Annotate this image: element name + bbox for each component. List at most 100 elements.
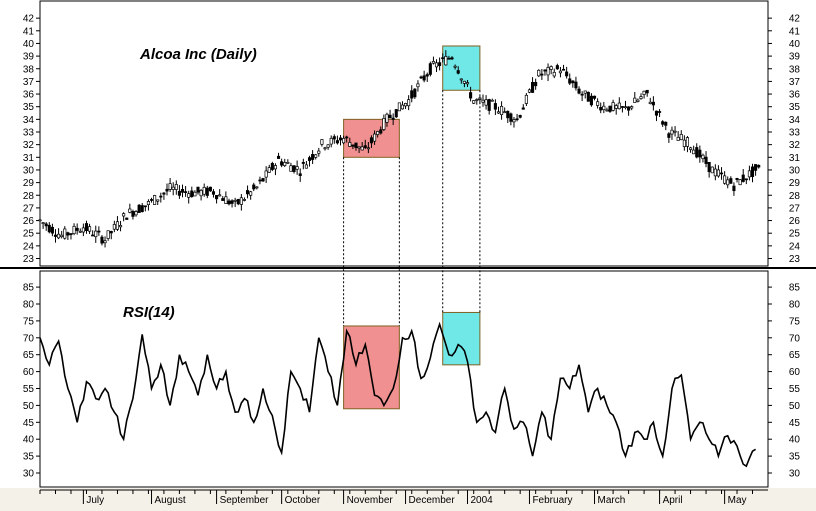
price-candle-body: [304, 164, 308, 169]
price-highlight-box-1: [343, 118, 400, 158]
price-candle-body: [205, 187, 209, 196]
price-candle-body: [503, 111, 507, 114]
price-candle-body: [400, 104, 405, 110]
rsi-right-tick-label: 85: [789, 283, 801, 294]
price-candle-body: [627, 106, 631, 111]
price-candle-body: [716, 169, 720, 177]
price-candle-body: [490, 99, 494, 102]
price-left-tick-label: 39: [23, 52, 35, 63]
price-candle-body: [428, 63, 432, 75]
price-title: Alcoa Inc (Daily): [139, 46, 257, 63]
price-candle-body: [630, 106, 634, 109]
rsi-plot-frame: [39, 270, 769, 488]
price-left-tick-label: 23: [23, 254, 35, 265]
price-candle-body: [165, 188, 169, 192]
price-right-tick-label: 28: [789, 191, 801, 202]
price-candle-body: [757, 164, 761, 168]
price-candle-body: [109, 230, 113, 234]
price-candle-body: [122, 213, 126, 217]
price-candle-body: [636, 99, 640, 102]
price-candle-body: [407, 99, 411, 107]
price-candle-body: [577, 88, 581, 94]
price-candle-body: [81, 227, 85, 233]
price-left-tick-label: 41: [23, 26, 35, 37]
price-left-tick-label: 42: [23, 14, 35, 25]
price-candle-body: [63, 228, 67, 239]
price-candle-body: [273, 165, 277, 170]
price-candle-body: [434, 62, 439, 68]
rsi-highlight-box-2: [442, 311, 481, 366]
rsi-left-tick-label: 60: [23, 367, 35, 378]
rsi-left-tick-label: 45: [23, 418, 35, 429]
price-candle-body: [320, 139, 324, 145]
price-candle-body: [125, 217, 129, 220]
price-candle-body: [698, 149, 702, 158]
price-candle-body: [602, 105, 606, 111]
price-candle-body: [729, 178, 733, 184]
rsi-left-tick-label: 55: [23, 384, 35, 395]
price-candle-body: [531, 81, 535, 93]
price-candle-body: [224, 196, 228, 205]
price-candle-body: [50, 226, 54, 234]
price-left-tick-label: 38: [23, 64, 35, 75]
price-candle-body: [487, 99, 491, 111]
price-candle-body: [707, 162, 711, 173]
price-candle-body: [242, 199, 247, 201]
price-candle-body: [561, 68, 566, 71]
price-candle-body: [568, 78, 572, 84]
price-left-tick-label: 26: [23, 216, 35, 227]
price-candle-body: [94, 230, 98, 238]
rsi-highlight-box-1: [343, 325, 400, 410]
price-candles: [38, 50, 761, 248]
price-candle-body: [264, 170, 268, 178]
price-candle-body: [134, 211, 138, 216]
price-candle-body: [661, 121, 665, 125]
price-candle-body: [47, 224, 51, 233]
price-candle-body: [292, 165, 296, 172]
price-left-tick-label: 24: [23, 241, 35, 252]
rsi-right-tick-label: 70: [789, 333, 801, 344]
price-candle-body: [565, 71, 569, 77]
price-right-tick-label: 38: [789, 64, 801, 75]
price-candle-body: [227, 200, 231, 205]
price-candle-body: [676, 136, 680, 141]
price-candle-body: [388, 114, 392, 119]
price-candle-body: [441, 57, 445, 60]
price-right-tick-label: 29: [789, 178, 801, 189]
price-candle-body: [679, 134, 683, 141]
price-candle-body: [620, 106, 624, 108]
price-candle-body: [140, 205, 144, 213]
price-candle-body: [97, 230, 101, 233]
price-candle-body: [230, 200, 234, 204]
price-candle-body: [100, 236, 104, 244]
price-candle-body: [425, 74, 429, 77]
price-candle-body: [521, 107, 525, 110]
price-candle-body: [156, 199, 160, 202]
rsi-right-tick-label: 30: [789, 469, 801, 480]
month-label: December: [409, 495, 456, 506]
price-right-tick-label: 37: [789, 77, 801, 88]
price-candle-body: [416, 83, 420, 88]
price-candle-body: [642, 90, 646, 95]
price-candle-body: [261, 178, 265, 182]
price-candle-body: [78, 230, 82, 233]
price-candle-body: [75, 227, 79, 231]
price-candle-body: [623, 106, 628, 109]
price-candle-body: [419, 76, 423, 79]
rsi-right-tick-label: 75: [789, 316, 801, 327]
price-candle-body: [146, 201, 150, 206]
rsi-left-tick-label: 35: [23, 452, 35, 463]
price-candle-body: [444, 56, 448, 66]
price-candle-body: [391, 117, 395, 120]
price-right-tick-label: 31: [789, 153, 801, 164]
price-candle-body: [453, 65, 457, 68]
price-candle-body: [692, 149, 696, 155]
price-candle-body: [527, 89, 532, 93]
price-candle-body: [732, 185, 736, 192]
price-candle-body: [38, 219, 42, 222]
rsi-left-tick-label: 30: [23, 469, 35, 480]
price-candle-body: [246, 190, 250, 195]
price-candle-body: [475, 99, 479, 101]
price-right-tick-label: 24: [789, 241, 801, 252]
